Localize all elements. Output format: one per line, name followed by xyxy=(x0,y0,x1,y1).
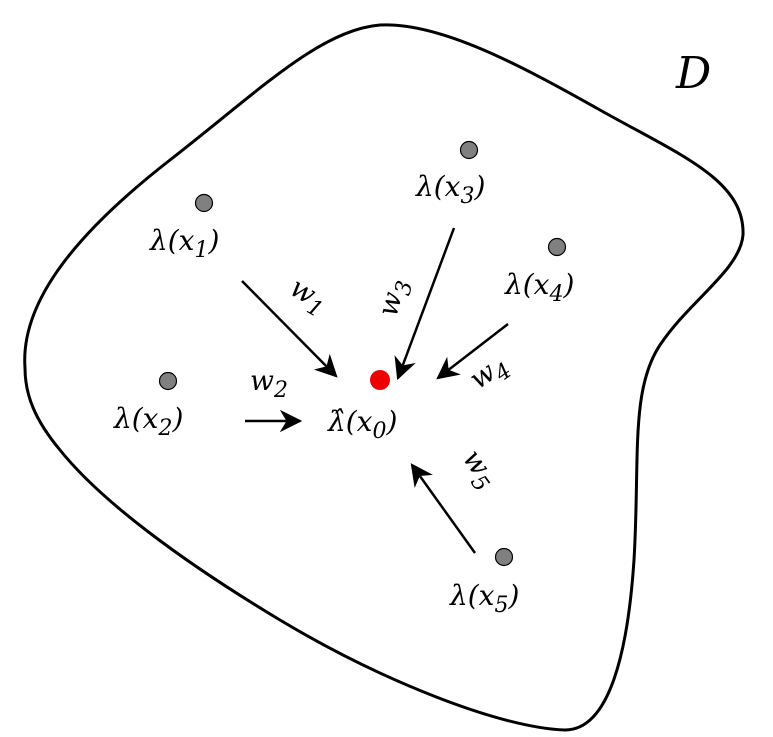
weight-label-2: w2 xyxy=(250,364,288,403)
sample-point-3 xyxy=(459,140,479,160)
sample-point-2 xyxy=(158,371,178,391)
sample-label-1: λ(x1) xyxy=(149,224,219,263)
weight-label-3: w3 xyxy=(371,275,418,322)
weight-label-4: w4 xyxy=(463,347,516,401)
sample-label-5: λ(x5) xyxy=(449,579,519,618)
sample-point-4 xyxy=(547,237,567,257)
target-label: λ̂(x0) xyxy=(327,405,397,444)
arrow-w3 xyxy=(394,227,456,381)
arrow-w1 xyxy=(241,280,338,378)
domain-label: D xyxy=(675,48,711,99)
sample-point-5 xyxy=(494,547,514,567)
sample-label-3: λ(x3) xyxy=(415,170,485,209)
weight-label-1: w1 xyxy=(282,270,334,323)
sample-label-4: λ(x4) xyxy=(504,268,574,307)
weight-label-5: w5 xyxy=(451,443,505,496)
domain-boundary xyxy=(23,23,745,732)
arrow-w5 xyxy=(410,463,477,554)
target-point xyxy=(370,370,390,390)
sample-label-2: λ(x2) xyxy=(113,402,183,441)
arrow-w4 xyxy=(436,323,509,380)
sample-point-1 xyxy=(194,193,214,213)
